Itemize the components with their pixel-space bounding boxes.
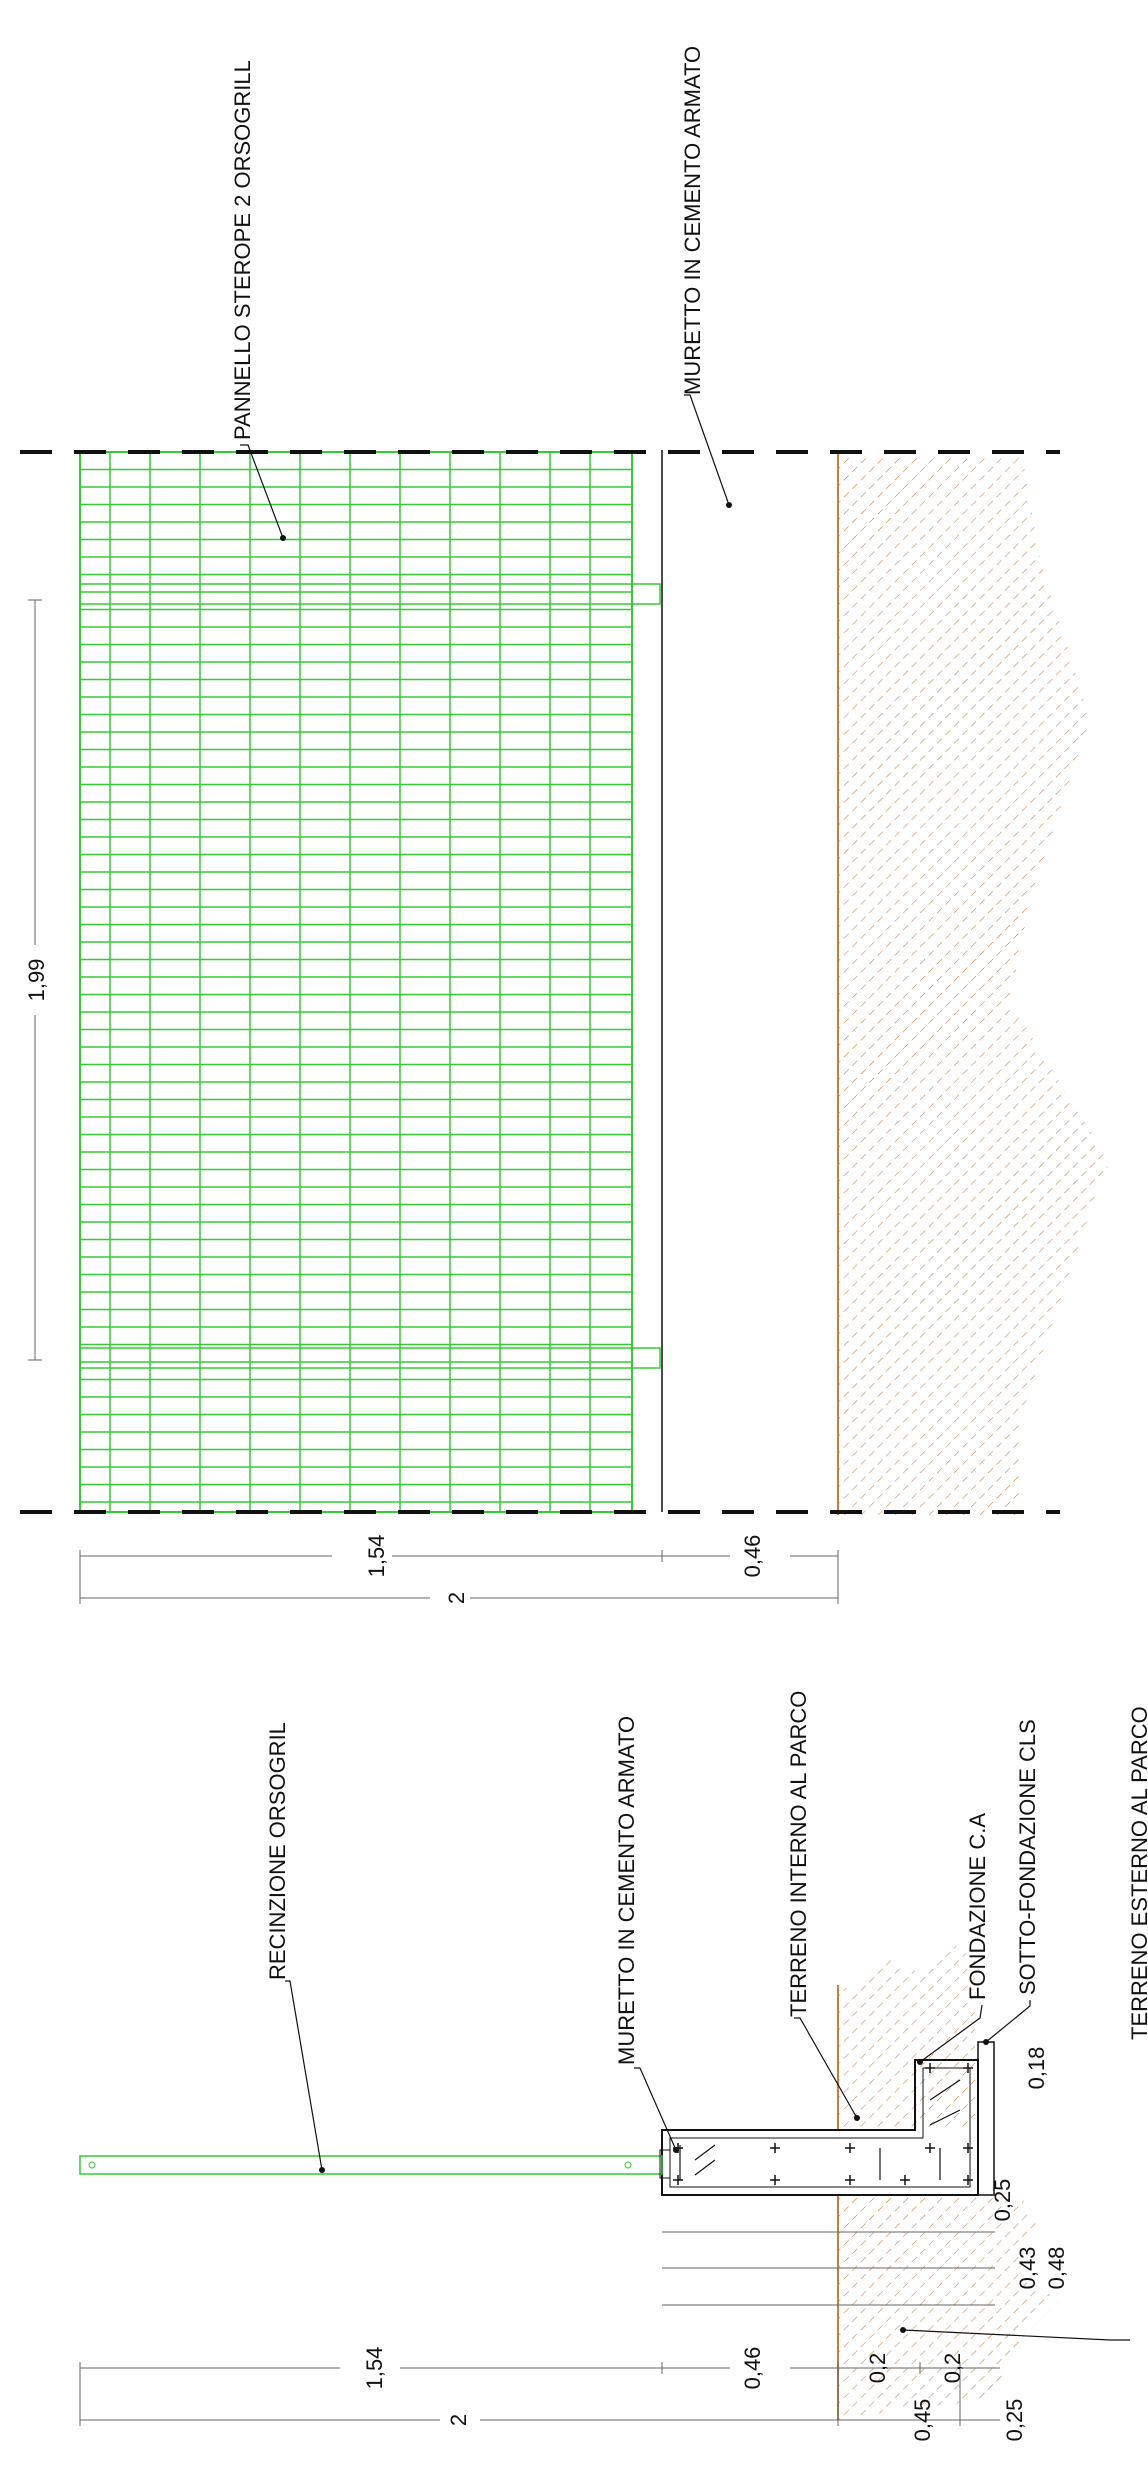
rebar-cross [963,2063,973,2073]
post-right [79,1347,661,1369]
dim-total-height: 2 [444,1592,469,1604]
orsogrill-mesh-panel [79,451,633,1513]
rebar-cross [845,2143,855,2153]
sec-dim-e: 0,25 [990,2179,1015,2222]
elevation-view: PANNELLO STEROPE 2 ORSOGRILL MURETTO IN … [20,46,1110,1614]
fence-posts [79,583,661,1369]
rebar-cross [925,2063,935,2073]
outer-ground-label: TERRENO ESTERNO AL PARCO [1127,1706,1148,2040]
dim-wall-height: 0,46 [740,1535,765,1578]
rebar-cross [963,2175,973,2185]
sec-dim-panel-height: 1,54 [362,2347,387,2390]
inner-soil-hatch [838,1945,975,2130]
sub-foundation-label: SOTTO-FONDAZIONE CLS [1015,1719,1040,1995]
rebar-cross [925,2143,935,2153]
outer-soil-hatch [838,2195,1060,2420]
panel-leader [240,444,284,539]
sec-dim-wall-height: 0,46 [740,2347,765,2390]
sec-dim-h: 0,18 [1024,2047,1049,2090]
dim-panel-height: 1,54 [364,1535,389,1578]
rebar-cross [770,2175,780,2185]
mesh-frame [79,451,633,1513]
post-left [79,583,661,605]
rebar-cross [673,2175,683,2185]
rebar-cross [900,2175,910,2185]
sub-foundation [977,2041,995,2196]
foundation-label: FONDAZIONE C.A [965,1813,990,2000]
sec-dim-f: 0,43 [1015,2247,1040,2290]
fence-section [79,2155,663,2175]
rebars [679,2079,961,2180]
panel-label: PANNELLO STEROPE 2 ORSOGRILL [230,60,255,440]
rebar-cross [845,2175,855,2185]
sec-dim-total-height: 2 [446,2414,471,2426]
sec-dim-g: 0,48 [1044,2247,1069,2290]
sec-dim-c: 0,45 [910,2399,935,2442]
section-view: RECINZIONE ORSOGRIL MURETTO IN CEMENTO A… [79,1691,1148,2442]
wall-section-label: MURETTO IN CEMENTO ARMATO [614,1716,639,2065]
fence-label: RECINZIONE ORSOGRIL [265,1722,290,1980]
sec-dim-a: 0,2 [865,2353,890,2384]
wall-leader [684,394,730,506]
wall-label-top: MURETTO IN CEMENTO ARMATO [680,46,705,395]
rebar-crosses [673,2063,973,2185]
inner-ground-label: TERRENO INTERNO AL PARCO [786,1691,811,2017]
dim-width: 1,99 [24,959,49,1002]
soil-hatch [838,455,1110,1515]
rebar-cross [770,2143,780,2153]
sec-dim-d: 0,25 [1002,2399,1027,2442]
rebar-cross [963,2143,973,2153]
sec-dim-b: 0,2 [940,2353,965,2384]
